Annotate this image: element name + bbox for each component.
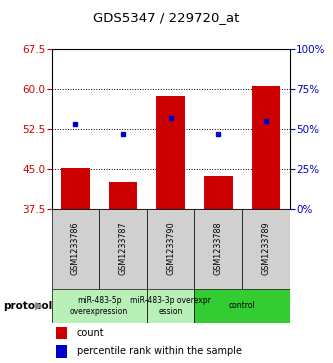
Bar [61, 168, 90, 209]
Bar [194, 289, 290, 323]
Bar [52, 289, 147, 323]
Bar [56, 327, 67, 339]
Text: GDS5347 / 229720_at: GDS5347 / 229720_at [93, 11, 240, 24]
Bar [56, 345, 67, 358]
Text: GSM1233790: GSM1233790 [166, 222, 175, 276]
Text: control: control [229, 301, 255, 310]
Text: percentile rank within the sample: percentile rank within the sample [77, 346, 242, 356]
Text: ▶: ▶ [35, 301, 44, 311]
Bar [99, 209, 147, 289]
Bar [194, 209, 242, 289]
Bar [109, 182, 137, 209]
Text: count: count [77, 328, 104, 338]
Bar [157, 96, 185, 209]
Text: GSM1233786: GSM1233786 [71, 222, 80, 276]
Text: miR-483-3p overexpr
ession: miR-483-3p overexpr ession [130, 296, 211, 315]
Text: GSM1233789: GSM1233789 [261, 222, 270, 276]
Text: GSM1233787: GSM1233787 [119, 222, 128, 276]
Bar [147, 289, 194, 323]
Bar [52, 209, 99, 289]
Text: protocol: protocol [3, 301, 53, 311]
Bar [252, 86, 280, 209]
Text: miR-483-5p
overexpression: miR-483-5p overexpression [70, 296, 128, 315]
Bar [204, 176, 232, 209]
Bar [242, 209, 290, 289]
Text: GSM1233788: GSM1233788 [214, 222, 223, 276]
Bar [147, 209, 194, 289]
